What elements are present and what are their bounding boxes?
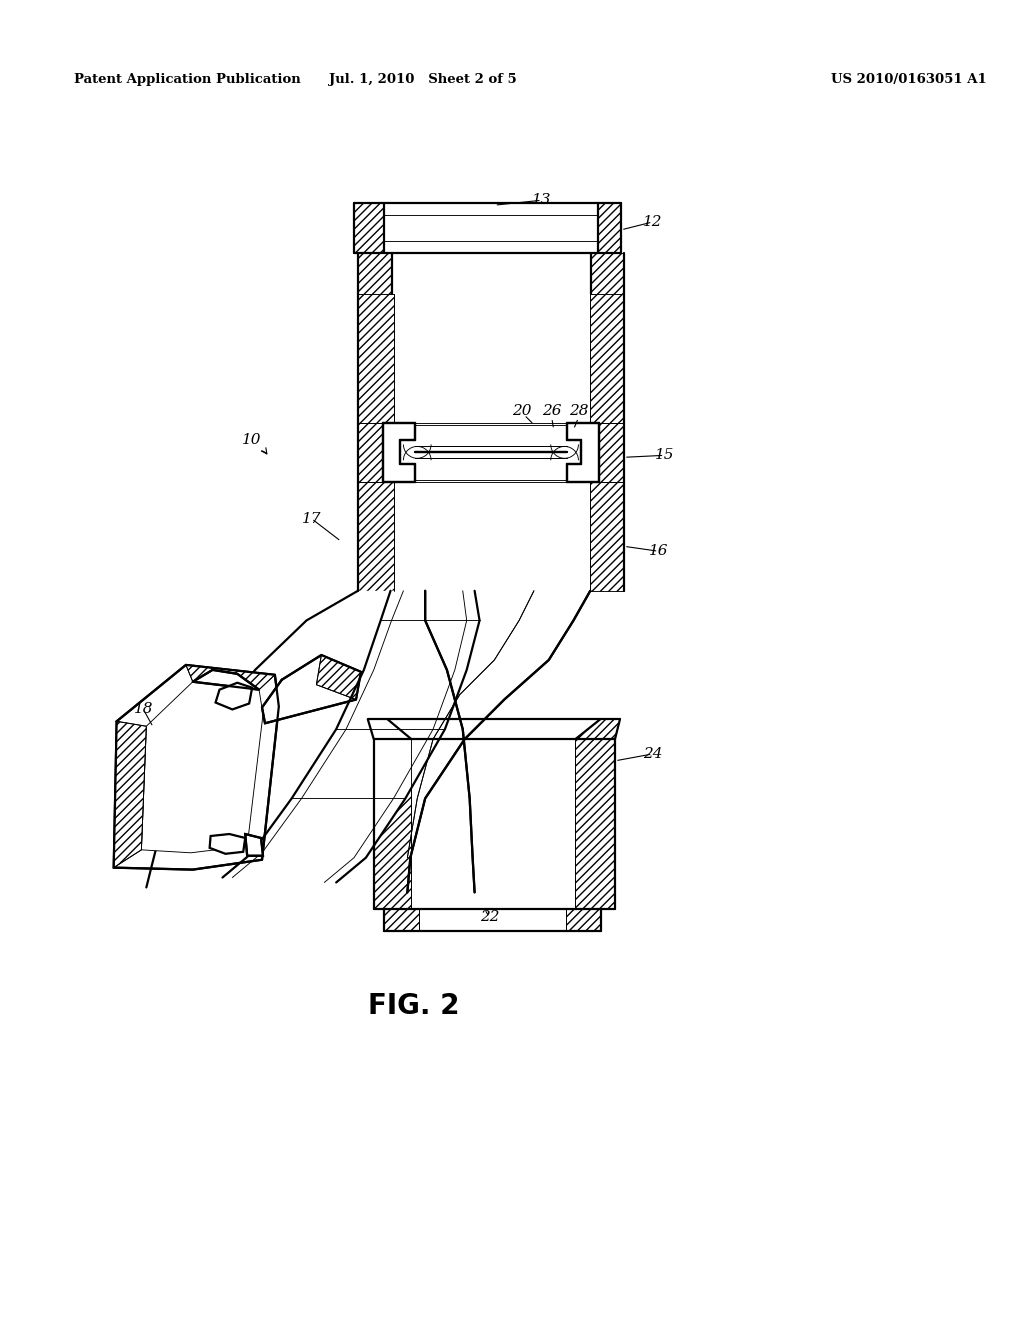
Text: 16: 16 [649, 544, 669, 558]
Polygon shape [575, 739, 615, 909]
Polygon shape [416, 422, 566, 482]
Polygon shape [354, 203, 384, 252]
Polygon shape [210, 834, 245, 854]
Polygon shape [316, 655, 360, 700]
Text: 13: 13 [532, 193, 552, 207]
Text: FIG. 2: FIG. 2 [368, 993, 459, 1020]
Polygon shape [384, 203, 598, 252]
Text: 10: 10 [243, 433, 262, 447]
Polygon shape [186, 665, 274, 689]
Polygon shape [358, 294, 393, 422]
Polygon shape [114, 665, 279, 870]
Polygon shape [575, 719, 620, 739]
Polygon shape [358, 482, 393, 591]
Polygon shape [591, 252, 624, 294]
Polygon shape [391, 252, 591, 294]
Polygon shape [146, 591, 474, 892]
Text: 15: 15 [654, 449, 674, 462]
Polygon shape [215, 682, 252, 709]
Polygon shape [566, 422, 599, 482]
Text: Patent Application Publication: Patent Application Publication [74, 73, 301, 86]
Text: 22: 22 [479, 909, 499, 924]
Polygon shape [393, 294, 590, 422]
Text: Jul. 1, 2010   Sheet 2 of 5: Jul. 1, 2010 Sheet 2 of 5 [330, 73, 517, 86]
Text: US 2010/0163051 A1: US 2010/0163051 A1 [830, 73, 986, 86]
Polygon shape [368, 719, 412, 739]
Polygon shape [599, 422, 624, 482]
Polygon shape [141, 681, 263, 853]
Polygon shape [393, 591, 590, 892]
Polygon shape [565, 909, 601, 931]
Text: 18: 18 [133, 702, 154, 717]
Polygon shape [412, 739, 575, 909]
Polygon shape [383, 422, 416, 482]
Polygon shape [384, 909, 419, 931]
Text: 17: 17 [302, 512, 322, 525]
Polygon shape [419, 909, 565, 931]
Text: 26: 26 [542, 404, 561, 418]
Polygon shape [590, 294, 624, 422]
Polygon shape [262, 655, 360, 723]
Polygon shape [114, 721, 146, 867]
Polygon shape [598, 203, 621, 252]
Polygon shape [393, 482, 590, 591]
Polygon shape [358, 422, 383, 482]
Text: 28: 28 [568, 404, 588, 418]
Polygon shape [245, 834, 263, 855]
Polygon shape [193, 669, 259, 689]
Polygon shape [374, 739, 412, 909]
Polygon shape [590, 482, 624, 591]
Text: 24: 24 [643, 747, 663, 760]
Text: 20: 20 [512, 404, 531, 418]
Text: 12: 12 [643, 215, 663, 228]
Polygon shape [222, 591, 479, 883]
Polygon shape [358, 252, 391, 294]
